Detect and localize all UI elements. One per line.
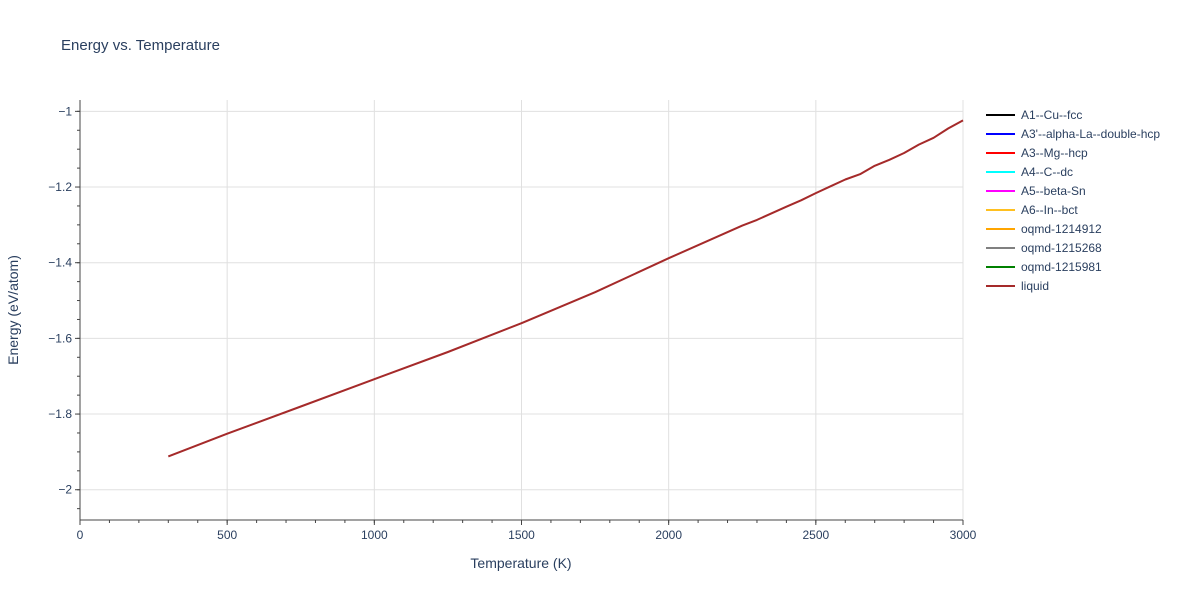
- y-tick-label: −1.2: [48, 180, 72, 194]
- legend-label: A5--beta-Sn: [1021, 184, 1086, 198]
- x-tick-label: 0: [77, 528, 84, 542]
- legend-item[interactable]: liquid: [986, 279, 1049, 293]
- x-tick-label: 3000: [950, 528, 977, 542]
- legend-label: oqmd-1215268: [1021, 241, 1102, 255]
- legend-item[interactable]: A1--Cu--fcc: [986, 108, 1082, 122]
- legend-label: A3'--alpha-La--double-hcp: [1021, 127, 1160, 141]
- legend-item[interactable]: A3--Mg--hcp: [986, 146, 1088, 160]
- y-axis-title: Energy (eV/atom): [5, 255, 21, 365]
- legend-item[interactable]: A4--C--dc: [986, 165, 1073, 179]
- legend-label: A1--Cu--fcc: [1021, 108, 1082, 122]
- legend-label: A4--C--dc: [1021, 165, 1073, 179]
- legend-item[interactable]: oqmd-1215268: [986, 241, 1102, 255]
- chart-title: Energy vs. Temperature: [61, 37, 220, 54]
- x-tick-label: 1500: [508, 528, 535, 542]
- legend-label: A3--Mg--hcp: [1021, 146, 1088, 160]
- y-tick-label: −1: [58, 104, 72, 118]
- y-tick-label: −1.4: [48, 256, 72, 270]
- x-tick-label: 500: [217, 528, 237, 542]
- x-tick-label: 2500: [802, 528, 829, 542]
- axes: 0 500 1000 1500 2000 2500 3000 −2 −1.8 −1.6 −1.4 −1…: [48, 100, 977, 542]
- legend-item[interactable]: A6--In--bct: [986, 203, 1078, 217]
- series-line-liquid: [167, 119, 964, 458]
- x-axis-title: Temperature (K): [470, 555, 571, 571]
- x-tick-label: 1000: [361, 528, 388, 542]
- grid: [80, 100, 964, 520]
- legend-item[interactable]: A5--beta-Sn: [986, 184, 1086, 198]
- y-tick-label: −2: [58, 483, 72, 497]
- legend-label: A6--In--bct: [1021, 203, 1078, 217]
- legend-label: liquid: [1021, 279, 1049, 293]
- series-layer: [167, 119, 964, 458]
- legend-label: oqmd-1214912: [1021, 222, 1102, 236]
- x-tick-label: 2000: [655, 528, 682, 542]
- y-tick-label: −1.6: [48, 331, 72, 345]
- legend-label: oqmd-1215981: [1021, 260, 1102, 274]
- y-tick-label: −1.8: [48, 407, 72, 421]
- legend-item[interactable]: oqmd-1215981: [986, 260, 1102, 274]
- legend: A1--Cu--fcc A3'--alpha-La--double-hcp A3--…: [986, 108, 1160, 293]
- legend-item[interactable]: A3'--alpha-La--double-hcp: [986, 127, 1160, 141]
- legend-item[interactable]: oqmd-1214912: [986, 222, 1102, 236]
